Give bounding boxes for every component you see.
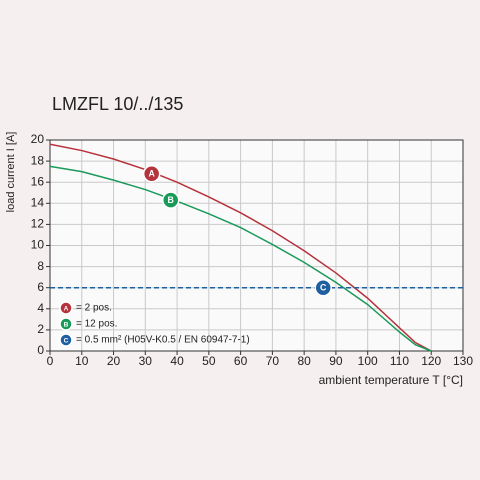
series-marker-letter: C	[320, 283, 327, 293]
y-tick-label: 20	[31, 132, 45, 146]
chart-title: LMZFL 10/../135	[52, 94, 183, 114]
plot-frame	[49, 139, 464, 352]
x-tick-label: 110	[390, 354, 409, 368]
x-tick-label: 30	[139, 354, 153, 368]
x-tick-label: 100	[358, 354, 378, 368]
x-tick-label: 90	[329, 354, 343, 368]
series-line	[49, 165, 432, 352]
series-marker	[314, 278, 332, 297]
y-tick-label: 6	[37, 280, 44, 294]
x-tick-label: 70	[266, 354, 280, 368]
legend-label: = 2 pos.	[76, 303, 112, 314]
y-tick-label: 2	[37, 322, 44, 336]
y-tick-label: 16	[31, 174, 45, 188]
legend-label: = 0.5 mm² (H05V-K0.5 / EN 60947-7-1)	[76, 335, 250, 346]
x-tick-label: 10	[75, 354, 89, 368]
y-tick-label: 8	[37, 259, 44, 273]
y-tick-label: 18	[31, 153, 45, 167]
x-tick-label: 20	[107, 354, 121, 368]
series-marker	[142, 165, 161, 183]
y-tick-label: 0	[37, 343, 44, 357]
x-tick-label: 40	[170, 354, 184, 368]
x-tick-label: 0	[47, 354, 54, 368]
series-line	[49, 143, 432, 352]
x-tick-label: 120	[421, 354, 441, 368]
y-tick-label: 14	[31, 195, 45, 209]
x-tick-label: 50	[202, 354, 216, 368]
y-tick-label: 12	[31, 217, 45, 231]
legend-marker-letter: C	[64, 337, 69, 344]
legend-label: = 12 pos.	[76, 319, 117, 330]
legend-marker	[59, 301, 73, 315]
x-tick-label: 130	[453, 354, 473, 368]
series-marker	[161, 191, 180, 209]
x-tick-label: 80	[297, 354, 311, 368]
y-tick-label: 4	[37, 301, 44, 315]
series-marker-letter: A	[148, 169, 155, 179]
y-axis-label: load current I [A]	[5, 132, 17, 213]
legend-marker	[59, 317, 73, 331]
y-tick-label: 10	[31, 238, 45, 252]
legend-marker-letter: A	[64, 305, 69, 312]
legend-marker	[59, 333, 73, 347]
x-axis-label: ambient temperature T [°C]	[319, 373, 463, 387]
legend-marker-letter: B	[64, 321, 69, 328]
x-tick-label: 60	[234, 354, 248, 368]
series-marker-letter: B	[168, 195, 174, 205]
